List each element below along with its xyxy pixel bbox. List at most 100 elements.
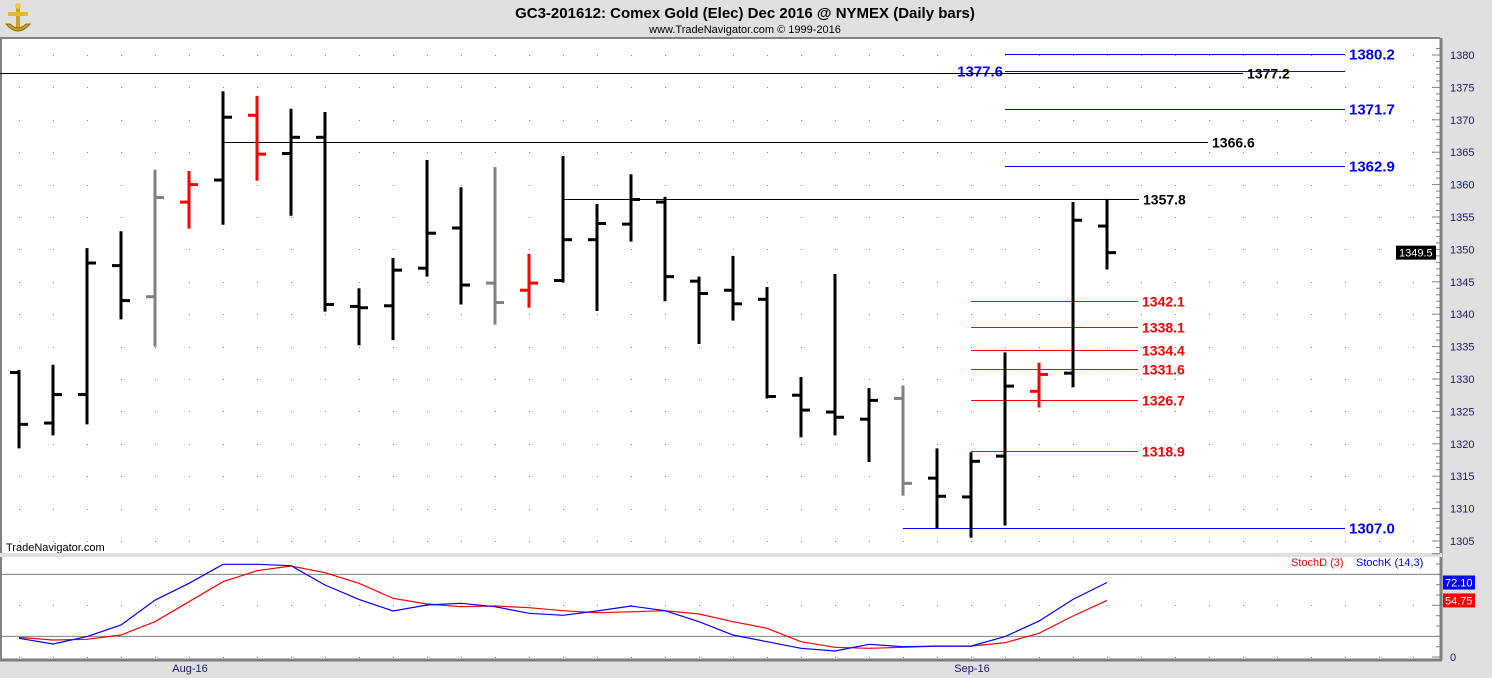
grid-dot (733, 217, 734, 218)
grid-dot (1107, 282, 1108, 283)
grid-dot (359, 509, 360, 510)
grid-dot (257, 282, 258, 283)
grid-dot (495, 444, 496, 445)
grid-dot (121, 509, 122, 510)
grid-dot (121, 444, 122, 445)
ohlc-bar (350, 288, 368, 346)
grid-dot (529, 217, 530, 218)
ohlc-bar (486, 167, 504, 325)
grid-dot (563, 282, 564, 283)
grid-dot (529, 476, 530, 477)
level-label: 1326.7 (1142, 393, 1185, 409)
price-axis-label: 1310 (1450, 504, 1474, 516)
grid-dot (53, 476, 54, 477)
level-label: 1338.1 (1142, 320, 1185, 336)
grid-dot (869, 314, 870, 315)
grid-dot (87, 217, 88, 218)
stoch-value-label: 72.10 (1445, 578, 1473, 590)
grid-dot (291, 444, 292, 445)
grid-dot (767, 444, 768, 445)
grid-dot (1175, 217, 1176, 218)
grid-dot (223, 444, 224, 445)
grid-dot (461, 347, 462, 348)
grid-dot (393, 541, 394, 542)
grid-dot (155, 605, 156, 606)
grid-dot (597, 347, 598, 348)
logo-part (4, 23, 32, 32)
grid-dot (563, 120, 564, 121)
price-axis-label: 1370 (1450, 115, 1474, 127)
grid-dot (563, 509, 564, 510)
ohlc-bar (690, 276, 708, 345)
grid-dot (903, 249, 904, 250)
grid-dot (87, 444, 88, 445)
grid-dot (733, 476, 734, 477)
grid-dot (121, 120, 122, 121)
grid-dot (461, 509, 462, 510)
grid-dot (699, 411, 700, 412)
grid-dot (223, 314, 224, 315)
grid-dot (87, 87, 88, 88)
grid-dot (495, 55, 496, 56)
grid-dot (937, 217, 938, 218)
grid-dot (563, 605, 564, 606)
ohlc-bar (554, 156, 572, 283)
grid-dot (1379, 55, 1380, 56)
grid-dot (665, 185, 666, 186)
grid-dot (257, 657, 258, 658)
grid-dot (19, 314, 20, 315)
grid-dot (1379, 411, 1380, 412)
grid-dot (665, 444, 666, 445)
grid-dot (87, 120, 88, 121)
grid-dot (903, 185, 904, 186)
level-label: 1331.6 (1142, 362, 1185, 378)
grid-dot (869, 55, 870, 56)
grid-dot (1209, 217, 1210, 218)
grid-dot (189, 152, 190, 153)
grid-dot (1209, 249, 1210, 250)
grid-dot (325, 55, 326, 56)
grid-dot (1141, 55, 1142, 56)
grid-dot (325, 541, 326, 542)
grid-dot (393, 605, 394, 606)
grid-dot (665, 314, 666, 315)
grid-dot (223, 347, 224, 348)
grid-dot (733, 444, 734, 445)
grid-dot (767, 657, 768, 658)
grid-dot (597, 509, 598, 510)
grid-dot (1039, 249, 1040, 250)
grid-dot (461, 185, 462, 186)
grid-dot (733, 87, 734, 88)
grid-dot (53, 185, 54, 186)
grid-dot (869, 217, 870, 218)
grid-dot (53, 217, 54, 218)
stoch-value-label: 54.75 (1445, 595, 1473, 607)
grid-dot (835, 120, 836, 121)
grid-dot (223, 541, 224, 542)
ohlc-bar (78, 248, 96, 425)
grid-dot (53, 152, 54, 153)
grid-dot (291, 379, 292, 380)
grid-dot (1209, 185, 1210, 186)
grid-dot (393, 185, 394, 186)
grid-dot (461, 314, 462, 315)
grid-dot (53, 120, 54, 121)
grid-dot (699, 509, 700, 510)
grid-dot (427, 444, 428, 445)
grid-dot (1039, 120, 1040, 121)
grid-dot (1175, 509, 1176, 510)
grid-dot (393, 476, 394, 477)
grid-dot (1277, 657, 1278, 658)
grid-dot (1209, 87, 1210, 88)
grid-dot (155, 120, 156, 121)
grid-dot (291, 657, 292, 658)
grid-dot (699, 657, 700, 658)
grid-dot (665, 120, 666, 121)
grid-dot (1107, 541, 1108, 542)
grid-dot (1243, 509, 1244, 510)
grid-dot (495, 411, 496, 412)
grid-dot (495, 379, 496, 380)
grid-dot (1345, 444, 1346, 445)
grid-dot (155, 657, 156, 658)
ohlc-bar (996, 352, 1014, 526)
